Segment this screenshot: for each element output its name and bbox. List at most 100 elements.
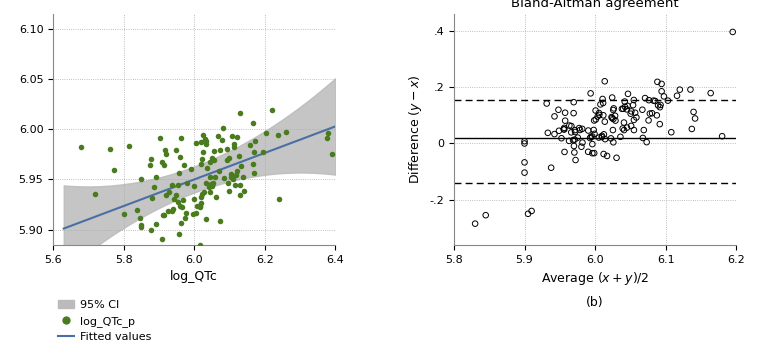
Point — [591, 114, 603, 119]
Point — [194, 161, 206, 167]
Point — [158, 213, 170, 218]
Point — [630, 115, 642, 120]
Point — [266, 107, 279, 113]
Point — [118, 211, 130, 216]
Point — [180, 210, 192, 216]
Point — [625, 111, 637, 116]
Point — [195, 200, 207, 206]
Point — [143, 162, 156, 167]
Point — [176, 205, 188, 210]
Point — [584, 91, 597, 96]
Point — [597, 96, 609, 102]
Point — [273, 196, 285, 202]
Point — [568, 143, 580, 149]
Point — [200, 141, 212, 147]
Point — [225, 174, 237, 180]
Point — [569, 157, 581, 163]
Point — [169, 192, 181, 197]
Point — [628, 117, 640, 123]
Point — [231, 134, 244, 139]
Point — [599, 79, 611, 84]
Point — [196, 192, 208, 197]
Point — [207, 180, 219, 185]
Point — [628, 127, 640, 133]
Point — [158, 163, 170, 168]
Point — [228, 182, 241, 188]
Point — [173, 170, 185, 176]
Point — [166, 209, 178, 214]
Point — [576, 140, 588, 145]
Point — [173, 231, 185, 237]
Point — [214, 218, 226, 223]
Point — [206, 183, 219, 189]
Point — [181, 180, 193, 185]
Point — [247, 162, 260, 167]
Point — [235, 163, 247, 169]
Y-axis label: Difference $(y - x)$: Difference $(y - x)$ — [407, 74, 424, 184]
Point — [584, 134, 597, 139]
Point — [590, 117, 602, 122]
Point — [518, 160, 531, 165]
Point — [622, 91, 634, 97]
Point — [619, 99, 631, 104]
Point — [584, 135, 596, 141]
Point — [175, 203, 187, 209]
Point — [558, 126, 570, 132]
Point — [156, 236, 168, 242]
Point — [195, 195, 207, 200]
Point — [649, 98, 661, 104]
Point — [598, 132, 610, 137]
Point — [582, 128, 594, 133]
Point — [563, 123, 575, 128]
Point — [599, 136, 611, 142]
Point — [601, 153, 613, 159]
Point — [568, 150, 581, 155]
Point — [123, 143, 135, 149]
Point — [179, 216, 191, 221]
Point — [636, 107, 648, 113]
Point — [204, 189, 216, 194]
Point — [208, 157, 220, 163]
Point — [135, 176, 147, 182]
Point — [594, 112, 606, 118]
Point — [208, 148, 220, 154]
Point — [704, 90, 716, 96]
Point — [653, 104, 666, 110]
Point — [480, 212, 492, 218]
Point — [594, 102, 606, 107]
X-axis label: log_QTc: log_QTc — [170, 270, 218, 283]
Point — [154, 136, 166, 141]
Point — [238, 188, 250, 193]
Point — [610, 155, 622, 160]
Point — [156, 160, 168, 165]
Point — [221, 146, 233, 152]
Point — [235, 183, 247, 188]
Point — [606, 115, 618, 121]
Point — [222, 157, 234, 162]
Point — [134, 222, 146, 227]
Point — [559, 110, 572, 115]
Point — [187, 211, 200, 217]
Point — [559, 149, 571, 155]
Point — [574, 127, 586, 133]
Point — [540, 101, 553, 106]
Point — [616, 106, 628, 112]
Point — [569, 129, 581, 135]
Point — [688, 109, 700, 115]
Point — [553, 107, 565, 113]
Point — [233, 153, 245, 158]
Point — [726, 29, 739, 35]
Point — [646, 110, 658, 116]
Point — [260, 131, 272, 136]
Point — [326, 152, 338, 157]
Point — [568, 100, 580, 105]
Point — [184, 166, 197, 172]
Point — [172, 199, 184, 205]
Point — [556, 136, 568, 141]
Point — [145, 156, 157, 161]
Point — [654, 102, 666, 108]
Point — [171, 258, 183, 263]
Point — [222, 188, 235, 194]
Point — [573, 125, 585, 131]
Point — [190, 210, 202, 216]
